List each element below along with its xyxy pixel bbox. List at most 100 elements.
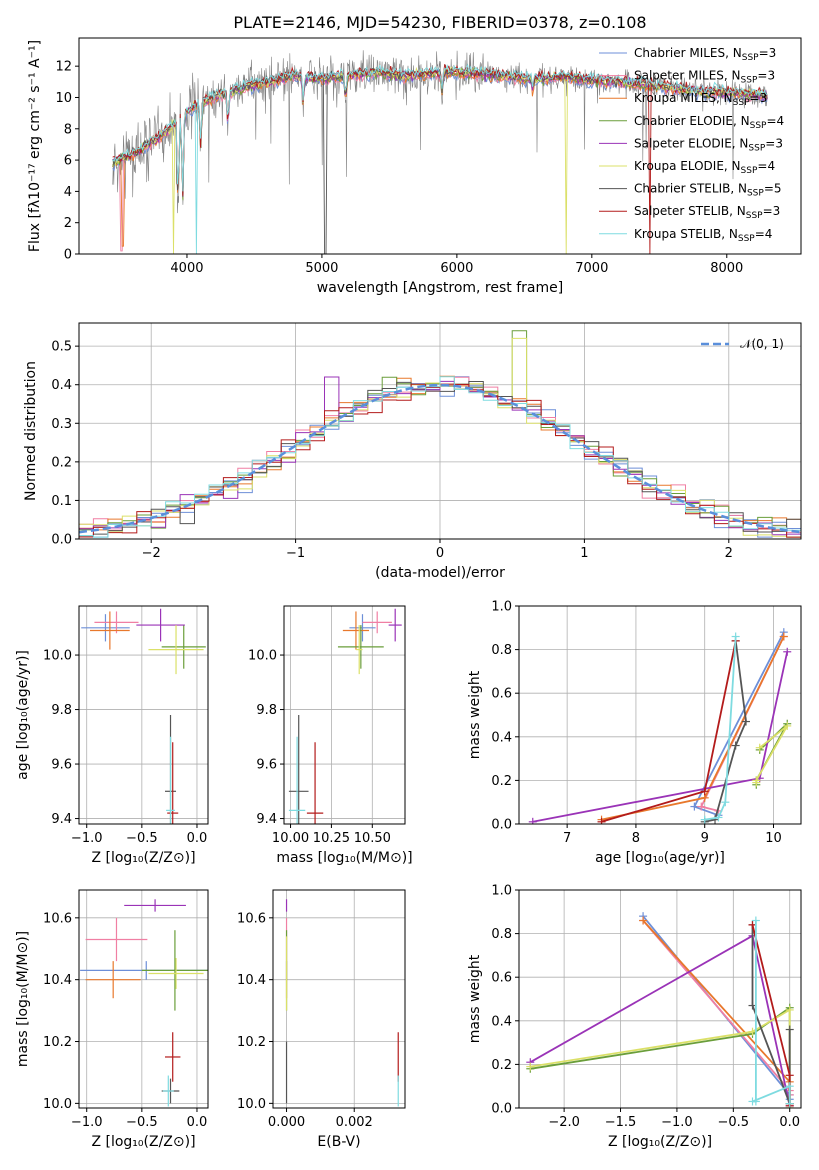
axes-frame [518, 889, 802, 1109]
legend-label: Salpeter MILES, NSSP=3 [634, 69, 775, 86]
y-tick-label: 10.0 [43, 649, 72, 664]
y-tick-label: 2 [64, 216, 72, 231]
legend-label: Kroupa ELODIE, NSSP=4 [634, 159, 775, 176]
legend-label: Chabrier MILES, NSSP=3 [634, 46, 776, 63]
mass_vs_Z-axes: −1.0 −0.5 0.0 10.0 10.2 10.4 10.6 Z [log₁₀(Z/Z⊙… [15, 889, 209, 1150]
x-tick-label: −0.5 [126, 831, 158, 846]
y-tick-label: 4 [64, 185, 72, 200]
x-tick-label: −1 [286, 546, 305, 561]
x-tick-label: −2.0 [548, 1115, 580, 1130]
y-axis-label: mass weight [467, 670, 483, 759]
mass_vs_EBV-axes: 0.000 0.002 10.0 10.2 10.4 10.6 E(B-V) [237, 889, 406, 1150]
y-axis-label: mass weight [467, 954, 483, 1043]
axes-frame [78, 37, 802, 255]
y-tick-label: 0.2 [491, 1058, 512, 1073]
y-tick-label: 10.4 [237, 973, 266, 988]
x-tick-label: −1.0 [71, 1115, 103, 1130]
y-tick-label: 10.2 [237, 1035, 266, 1050]
y-tick-label: 1.0 [491, 600, 512, 615]
y-tick-label: 10 [55, 91, 72, 106]
y-tick-label: 0.2 [491, 774, 512, 789]
x-tick-label: 0.002 [336, 1115, 373, 1130]
y-tick-label: 0.8 [491, 927, 512, 942]
axes-frame [78, 889, 209, 1109]
legend-label: Chabrier STELIB, NSSP=5 [634, 182, 782, 199]
y-tick-label: 10.0 [237, 1097, 266, 1112]
mass_vs_EBV-plot [285, 899, 399, 1107]
y-tick-label: 9.6 [51, 758, 72, 773]
y-axis-label: Normed distribution [23, 361, 39, 501]
y-tick-label: 0.4 [491, 1014, 512, 1029]
normal-curve [79, 383, 801, 534]
y-tick-label: 0.3 [51, 417, 72, 432]
legend-label: Kroupa STELIB, NSSP=4 [634, 227, 772, 244]
x-tick-label: 1 [580, 546, 588, 561]
weight_vs_age-axes: 7 8 9 10 0.0 0.2 0.4 0.6 0.8 1.0 age [log₁₀(age/yr… [467, 600, 802, 866]
x-axis-label: Z [log₁₀(Z/Z⊙)] [91, 850, 195, 866]
y-tick-label: 9.8 [51, 703, 72, 718]
y-tick-label: 6 [64, 154, 72, 169]
y-tick-label: 0.8 [491, 643, 512, 658]
x-axis-label: E(B-V) [317, 1134, 360, 1150]
y-tick-label: 8 [64, 122, 72, 137]
figure-title: PLATE=2146, MJD=54230, FIBERID=0378, z=0… [233, 13, 646, 32]
y-tick-label: 12 [55, 60, 72, 75]
x-tick-label: −0.5 [126, 1115, 158, 1130]
residuals-axes: −2 −1 0 1 2 0.0 0.1 0.2 0.3 0.4 0.5 (data-model)/er… [23, 322, 802, 581]
x-axis-label: mass [log₁₀(M/M⊙)] [276, 850, 412, 866]
y-tick-label: 9.8 [256, 703, 277, 718]
residual-histogram [79, 376, 801, 538]
y-tick-label: 0.2 [51, 455, 72, 470]
age_vs_mass-plot [288, 608, 402, 824]
y-tick-label: 0.0 [491, 1102, 512, 1117]
y-tick-label: 0.5 [51, 340, 72, 355]
y-tick-label: 0.6 [491, 687, 512, 702]
x-tick-label: 5000 [305, 261, 338, 276]
y-tick-label: 10.6 [237, 911, 266, 926]
spectrum-axes: 4000 5000 6000 7000 8000 0 2 4 6 8 10 12 wavelength … [27, 37, 802, 296]
x-tick-label: 7 [563, 831, 571, 846]
y-tick-label: 10.0 [43, 1097, 72, 1112]
legend-label: 𝒩(0, 1) [740, 337, 784, 351]
x-tick-label: 0.0 [187, 831, 208, 846]
weight-line [751, 924, 791, 1104]
y-tick-label: 0.0 [51, 533, 72, 548]
x-tick-label: 2 [725, 546, 733, 561]
y-tick-label: 9.4 [51, 812, 72, 827]
age_vs_Z-plot [81, 608, 206, 824]
y-tick-label: 0.6 [491, 971, 512, 986]
y-tick-label: 0.4 [51, 378, 72, 393]
axes-frame [518, 605, 802, 825]
y-tick-label: 1.0 [491, 884, 512, 899]
x-tick-label: 0.0 [187, 1115, 208, 1130]
x-axis-label: (data-model)/error [375, 565, 505, 581]
x-tick-label: 9 [701, 831, 709, 846]
x-tick-label: 8000 [710, 261, 743, 276]
y-axis-label: Flux [fλ10⁻¹⁷ erg cm⁻² s⁻¹ A⁻¹] [27, 40, 43, 252]
age_vs_mass-axes: 10.00 10.25 10.50 9.4 9.6 9.8 10.0 mass [log₁₀(… [248, 605, 413, 866]
y-tick-label: 10.0 [248, 649, 277, 664]
x-tick-label: 4000 [170, 261, 203, 276]
weight_vs_Z-axes: −2.0 −1.5 −1.0 −0.5 0.0 0.0 0.2 0.4 0.6 0.8 1.0 Z [… [467, 884, 802, 1150]
x-tick-label: 0 [436, 546, 444, 561]
y-tick-label: 9.4 [256, 812, 277, 827]
x-axis-label: age [log₁₀(age/yr)] [595, 850, 725, 866]
spectrum-legend: Chabrier MILES, NSSP=3 Salpeter MILES, NS… [599, 46, 784, 244]
mass_vs_Z-plot [80, 899, 208, 1107]
axes-frame [272, 889, 406, 1109]
y-tick-label: 0.0 [491, 818, 512, 833]
legend-label: Salpeter ELODIE, NSSP=3 [634, 136, 783, 153]
legend-label: Chabrier ELODIE, NSSP=4 [634, 114, 784, 131]
x-tick-label: 10.25 [313, 831, 350, 846]
axes-frame [78, 605, 209, 825]
x-axis-label: Z [log₁₀(Z/Z⊙)] [91, 1134, 195, 1150]
y-axis-label: mass [log₁₀(M/M⊙)] [15, 931, 31, 1067]
x-tick-label: −1.0 [661, 1115, 693, 1130]
x-tick-label: −1.0 [71, 831, 103, 846]
y-tick-label: 10.2 [43, 1035, 72, 1050]
x-tick-label: 10 [765, 831, 782, 846]
x-tick-label: 6000 [440, 261, 473, 276]
y-tick-label: 10.6 [43, 911, 72, 926]
model-spectrum [112, 63, 768, 254]
